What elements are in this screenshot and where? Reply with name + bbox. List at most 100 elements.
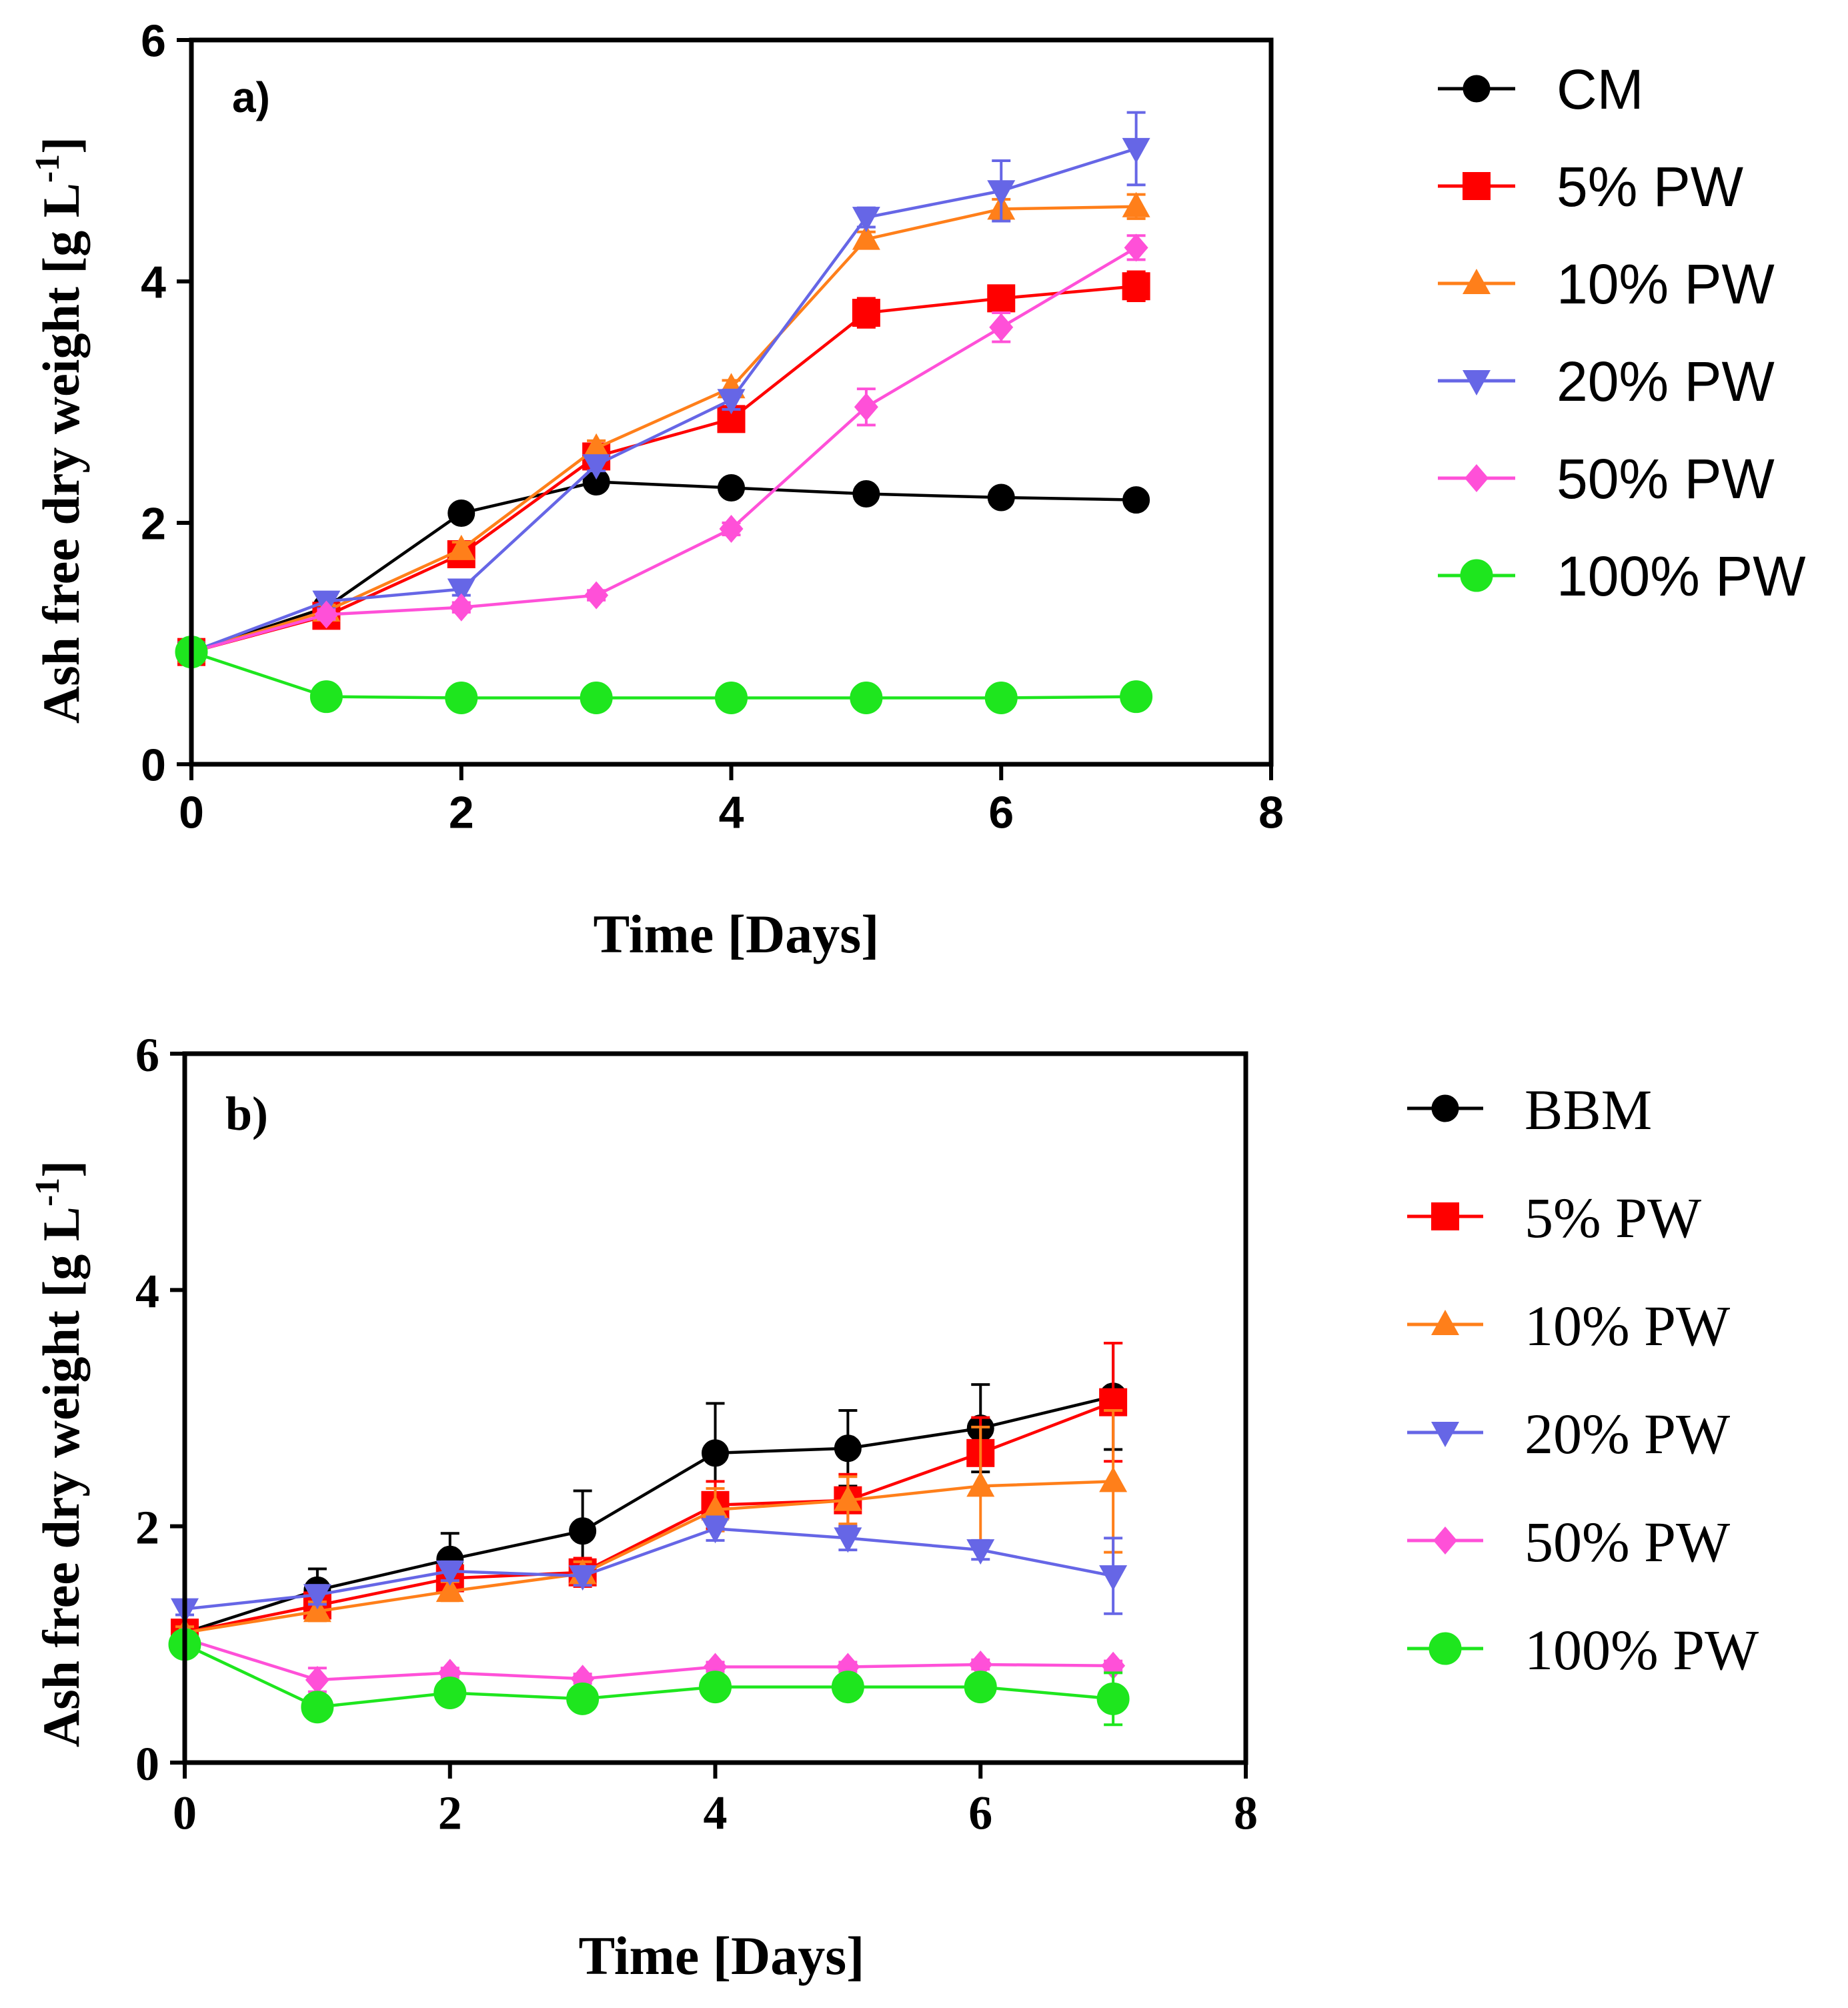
legend: CM 5% PW 10% PW 20% PW 50% PW 100% PW	[1438, 58, 1806, 608]
data-point	[309, 680, 343, 714]
series-line	[184, 1637, 1114, 1682]
series-line	[184, 1394, 1114, 1635]
data-point	[435, 1560, 464, 1586]
data-point	[301, 1691, 334, 1724]
data-point	[584, 581, 609, 610]
series-20-pw	[171, 1515, 1128, 1624]
plot-frame	[189, 37, 1274, 767]
data-point	[568, 1565, 597, 1591]
data-point	[964, 1671, 997, 1704]
legend-label: 100% PW	[1525, 1618, 1759, 1682]
data-point	[987, 284, 1016, 313]
x-tick-label: 4	[704, 1787, 728, 1840]
legend-item: 20% PW	[1407, 1402, 1730, 1466]
data-point	[702, 1439, 729, 1467]
data-point	[719, 515, 744, 544]
data-point	[834, 1527, 862, 1553]
legend-label: 20% PW	[1557, 350, 1775, 413]
plot-frame	[182, 1051, 1248, 1765]
legend-swatch-marker	[1433, 1527, 1457, 1555]
data-point	[852, 207, 880, 233]
panel-label: b)	[225, 1087, 268, 1140]
series-line	[191, 147, 1137, 654]
x-tick-label: 0	[173, 1787, 197, 1840]
frame-layer	[189, 37, 1274, 767]
data-point	[580, 681, 613, 714]
data-point	[435, 1577, 464, 1603]
series-line	[184, 1527, 1114, 1611]
legend-swatch-marker	[1465, 464, 1489, 492]
y-tick-label: 2	[141, 498, 166, 549]
series-layer	[175, 111, 1153, 714]
legend-item: BBM	[1407, 1078, 1652, 1142]
data-point	[987, 180, 1016, 206]
data-point	[987, 483, 1015, 512]
data-point	[834, 1485, 862, 1511]
data-point	[433, 1676, 467, 1709]
legend-item: 5% PW	[1407, 1186, 1701, 1250]
data-point	[569, 1517, 597, 1545]
legend-label: 50% PW	[1557, 447, 1775, 510]
data-point	[699, 1671, 732, 1704]
legend-label: 5% PW	[1557, 155, 1743, 218]
data-point	[852, 480, 880, 508]
data-point	[1124, 233, 1148, 262]
legend-label: 20% PW	[1525, 1402, 1730, 1466]
y-axis-label-sup: -1	[29, 1178, 67, 1206]
legend-label: 10% PW	[1525, 1294, 1730, 1358]
data-point	[718, 474, 745, 502]
y-axis-label-sup: -1	[29, 154, 67, 183]
series-line	[191, 650, 1136, 700]
x-tick-label: 6	[968, 1787, 992, 1840]
data-point	[850, 681, 883, 714]
series-line	[191, 284, 1136, 654]
series-cm	[177, 467, 1150, 666]
legend-item: 50% PW	[1438, 447, 1775, 510]
series-layer	[168, 1342, 1130, 1727]
data-point	[966, 1539, 995, 1565]
x-tick-label: 4	[719, 787, 744, 838]
x-axis-label: Time [Days]	[579, 1925, 865, 1986]
series-line	[191, 246, 1137, 654]
data-point	[968, 1650, 993, 1679]
data-point	[854, 393, 878, 421]
data-point	[1122, 191, 1150, 217]
series-line	[184, 1400, 1114, 1635]
data-point	[447, 578, 476, 604]
data-point	[834, 1434, 862, 1462]
legend-swatch-marker	[1460, 559, 1493, 592]
data-point	[966, 1471, 995, 1497]
legend-label: CM	[1557, 58, 1644, 121]
y-axis-label: Ash free dry weight [g L-1]	[29, 137, 90, 724]
data-point	[1099, 1466, 1128, 1492]
data-point	[314, 600, 339, 629]
data-point	[1096, 1682, 1130, 1715]
legend-item: 100% PW	[1407, 1618, 1759, 1682]
legend-swatch-marker	[1431, 1094, 1459, 1122]
legend-swatch-marker	[1431, 1310, 1459, 1335]
data-point	[1122, 137, 1150, 163]
data-point	[852, 224, 880, 250]
ticks-layer: 0 2 4 6 0 2 4 6 8	[141, 15, 1284, 838]
data-point	[449, 593, 474, 622]
data-point	[1122, 486, 1150, 514]
series-20-pw	[177, 111, 1150, 667]
data-point	[447, 499, 476, 528]
legend-item: 10% PW	[1438, 253, 1775, 315]
series-100-pw	[168, 1628, 1130, 1727]
x-tick-label: 8	[1258, 787, 1284, 838]
legend-item: 20% PW	[1438, 350, 1775, 413]
y-tick-label: 4	[135, 1264, 159, 1318]
data-point	[303, 1584, 331, 1610]
data-point	[715, 681, 748, 714]
data-point	[582, 454, 611, 480]
legend-swatch-marker	[1431, 1422, 1459, 1447]
data-point	[566, 1682, 600, 1715]
legend-swatch-marker	[1463, 172, 1491, 200]
y-tick-label: 6	[135, 1028, 159, 1082]
data-point	[305, 1665, 329, 1694]
legend-label: 50% PW	[1525, 1510, 1730, 1574]
data-point	[582, 433, 611, 459]
y-axis-label: Ash free dry weight [g L-1]	[29, 1160, 90, 1747]
